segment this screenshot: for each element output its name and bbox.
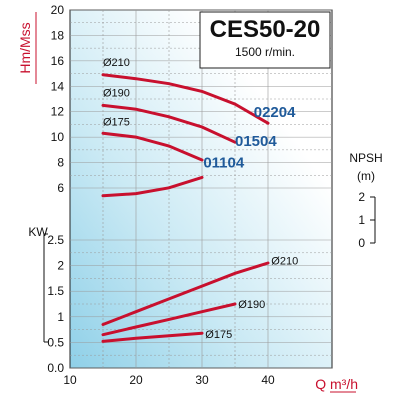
- npsh-tick-label: 1: [358, 213, 365, 227]
- chart-marks: [101, 73, 270, 343]
- npsh-tick-label: 0: [358, 236, 365, 250]
- x-tick-label: 40: [261, 373, 275, 387]
- npsh-tick-label: 2: [358, 190, 365, 204]
- power-tick-label: 1.5: [47, 284, 64, 298]
- head-curve-label: Ø190: [103, 87, 130, 99]
- title-box: [199, 11, 331, 69]
- power-tick-label: 0.0: [47, 361, 64, 375]
- power-curve-label: Ø210: [271, 255, 298, 267]
- head-curve-3: [101, 131, 204, 162]
- npsh-axis-unit: (m): [357, 169, 375, 183]
- chart-title: CES50-20: [210, 16, 321, 43]
- power-curve-1: [101, 261, 270, 326]
- head-tick-label: 18: [51, 28, 65, 42]
- head-curve-label: Ø175: [103, 117, 130, 129]
- power-curve-2: [101, 302, 237, 337]
- x-tick-label: 30: [195, 373, 209, 387]
- x-tick-label: 20: [129, 373, 143, 387]
- head-tick-label: 12: [51, 105, 65, 119]
- model-label: 01504: [235, 133, 277, 150]
- head-curve-2: [101, 103, 237, 144]
- power-tick-label: 0.5: [47, 335, 64, 349]
- head-tick-label: 10: [51, 130, 65, 144]
- model-label: 02204: [254, 104, 296, 121]
- head-curve-label: Ø210: [103, 57, 130, 69]
- x-tick-label: 10: [63, 373, 77, 387]
- chart-labels: 10 20 30 40681012141618200.00.511.522.5Hm/M…: [17, 3, 383, 393]
- power-curve-3: [101, 331, 204, 343]
- head-axis-label: Hm/Mss: [17, 22, 33, 73]
- power-curve-label: Ø175: [205, 329, 232, 341]
- power-tick-label: 1: [57, 310, 64, 324]
- head-tick-label: 8: [57, 156, 64, 170]
- head-tick-label: 6: [57, 181, 64, 195]
- power-tick-label: 2: [57, 259, 64, 273]
- power-curve-label: Ø190: [238, 299, 265, 311]
- head-tick-label: 14: [51, 79, 65, 93]
- head-tick-label: 16: [51, 54, 65, 68]
- power-axis-label: KW: [28, 225, 48, 239]
- x-axis-label: Q m³/h: [315, 376, 358, 392]
- plot-background: [69, 9, 333, 369]
- model-label: 01104: [203, 155, 245, 172]
- head-curve-1: [101, 73, 270, 125]
- npsh-axis-label: NPSH: [349, 151, 382, 165]
- head-tick-label: 20: [51, 3, 65, 17]
- power-tick-label: 2.5: [47, 233, 64, 247]
- chart-subtitle: 1500 r/min.: [235, 45, 295, 59]
- npsh-curve: [101, 175, 204, 198]
